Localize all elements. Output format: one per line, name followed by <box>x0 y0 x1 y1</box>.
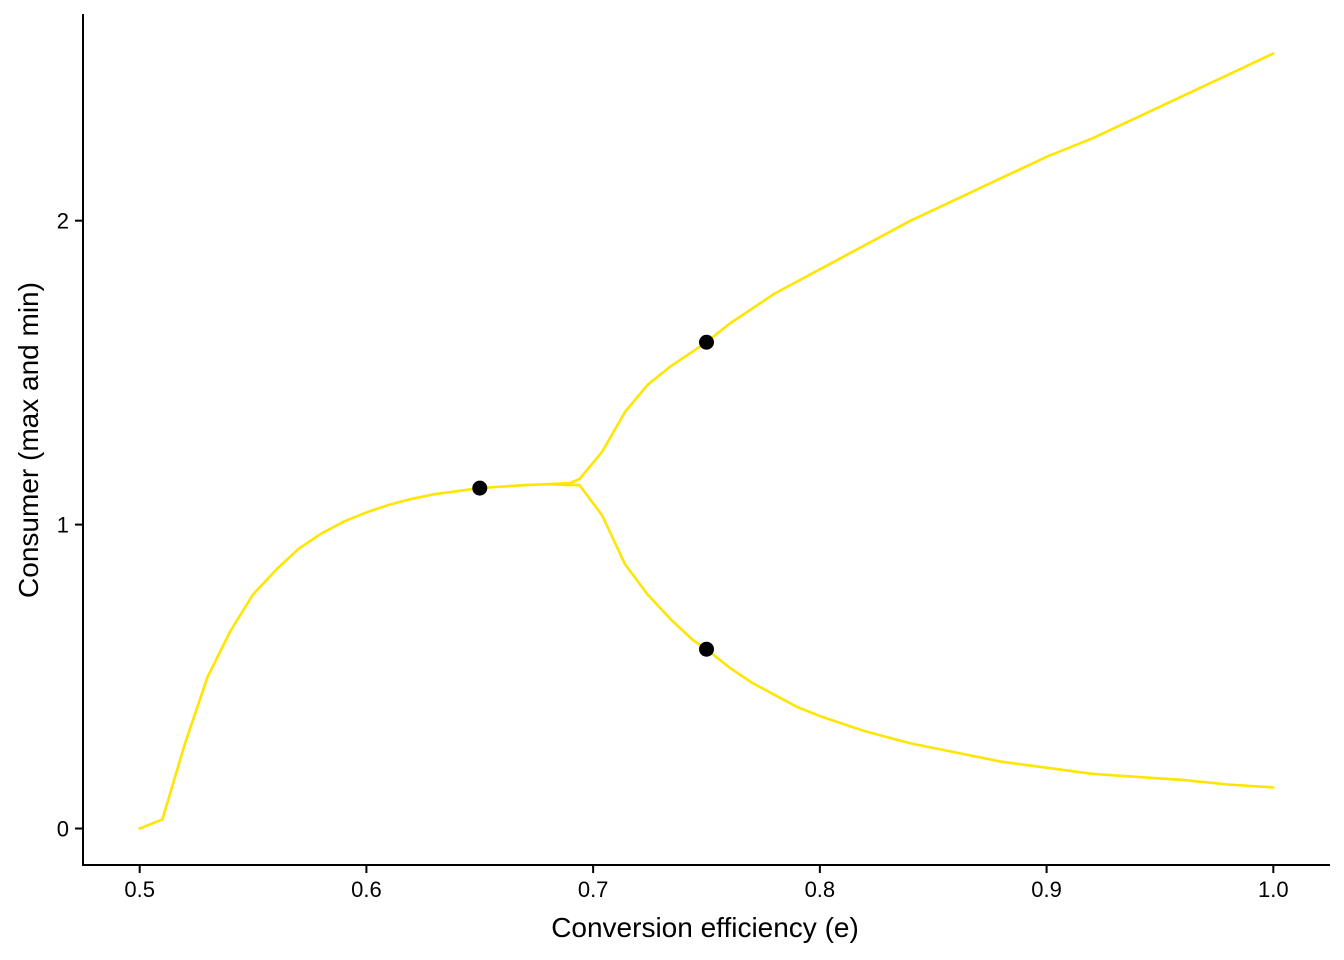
x-tick-label: 0.5 <box>124 877 155 902</box>
data-point-2 <box>699 334 714 350</box>
y-ticks: 0 1 2 <box>57 209 83 842</box>
data-point-1 <box>472 480 488 496</box>
y-tick-label: 2 <box>57 209 69 234</box>
axes <box>82 14 1330 866</box>
plot-lines <box>138 52 1275 830</box>
series-line-2 <box>546 482 1275 789</box>
x-ticks: 0.5 0.6 0.7 0.8 0.9 1.0 <box>124 865 1289 902</box>
x-tick-label: 0.7 <box>578 877 609 902</box>
x-tick-label: 0.9 <box>1031 877 1062 902</box>
y-axis-title: Consumer (max and min) <box>13 282 44 598</box>
x-tick-label: 0.6 <box>351 877 382 902</box>
plot-points <box>472 334 714 657</box>
y-tick-label: 1 <box>57 513 69 538</box>
x-tick-label: 0.8 <box>805 877 836 902</box>
y-tick-label: 0 <box>57 817 69 842</box>
x-tick-label: 1.0 <box>1258 877 1289 902</box>
data-point-3 <box>699 641 714 657</box>
x-axis-title: Conversion efficiency (e) <box>551 912 859 943</box>
series-line-1 <box>138 52 1275 830</box>
